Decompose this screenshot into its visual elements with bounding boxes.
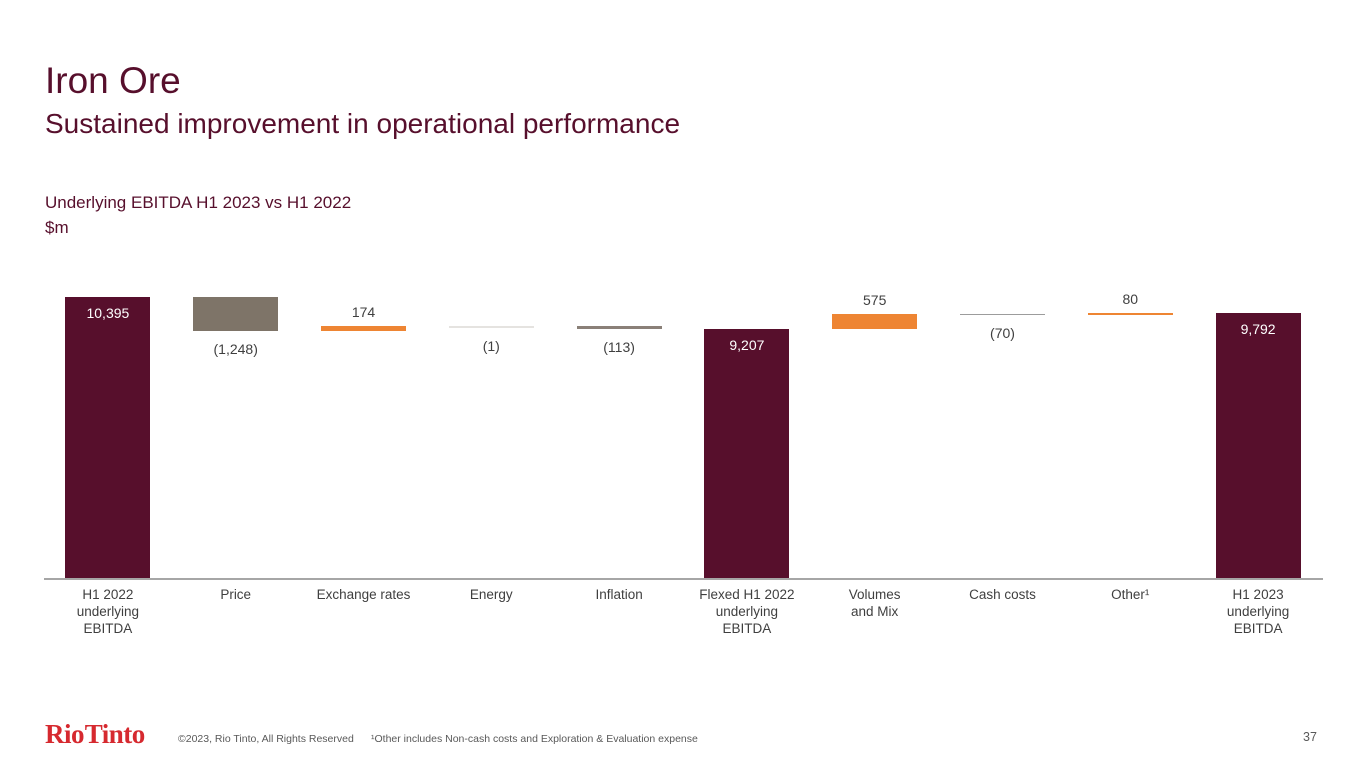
copyright-text: ©2023, Rio Tinto, All Rights Reserved [178, 733, 354, 745]
waterfall-bar [193, 297, 279, 331]
axis-category-label: Flexed H1 2022 underlying EBITDA [699, 587, 795, 636]
waterfall-bar [321, 326, 406, 331]
axis-category-label: H1 2023 underlying EBITDA [1226, 587, 1290, 636]
axis-category-label: Exchange rates [316, 587, 411, 602]
bar-value-label: 80 [1122, 291, 1139, 308]
axis-category-label: Inflation [595, 587, 643, 602]
bar-value-label: 10,395 [86, 305, 130, 321]
bar-value-label: (1,248) [213, 340, 258, 357]
x-axis-labels: H1 2022 underlying EBITDA Price Exchange r… [44, 587, 1322, 638]
axis-category-label: Other¹ [1111, 587, 1150, 602]
waterfall-bar [1087, 313, 1173, 316]
axis-category-label: H1 2022 underlying EBITDA [76, 587, 140, 636]
slide-title: Iron Ore [45, 60, 181, 101]
chart-unit-label: $m [45, 217, 69, 237]
bar-value-label: 174 [351, 304, 376, 321]
page-number: 37 [1303, 730, 1317, 744]
chart-title: Underlying EBITDA H1 2023 vs H1 2022 [45, 193, 352, 212]
waterfall-bar [576, 326, 662, 330]
bar-value-label: 575 [863, 291, 887, 308]
bar-value-label: (113) [603, 339, 635, 356]
waterfall-bar [960, 313, 1045, 316]
axis-category-label: Energy [469, 587, 513, 602]
axis-category-label: Volumes and Mix [848, 587, 901, 619]
x-axis-line [44, 578, 1323, 580]
waterfall-bar [832, 313, 918, 330]
waterfall-bar [1215, 313, 1301, 578]
waterfall-plot: 10,395 (1,248) 174 (1) (113) 9,207 575 (70) 80 9,… [44, 291, 1322, 578]
footnote-text: ¹Other includes Non-cash costs and Explo… [371, 733, 698, 745]
waterfall-bar [448, 326, 534, 328]
chart-heading: Underlying EBITDA H1 2023 vs H1 2022 $m [45, 191, 351, 240]
waterfall-bar [704, 329, 790, 578]
axis-category-label: Price [220, 587, 252, 602]
bar-value-label: (1) [482, 337, 500, 354]
rio-tinto-logo: Rio Tinto [45, 719, 145, 749]
slide-subtitle: Sustained improvement in operational per… [45, 108, 681, 139]
waterfall-bar [65, 297, 151, 578]
axis-category-label: Cash costs [969, 587, 1036, 602]
bar-value-label: 9,207 [729, 337, 765, 354]
bar-value-label: 9,792 [1240, 321, 1276, 338]
bar-value-label: (70) [990, 325, 1015, 342]
